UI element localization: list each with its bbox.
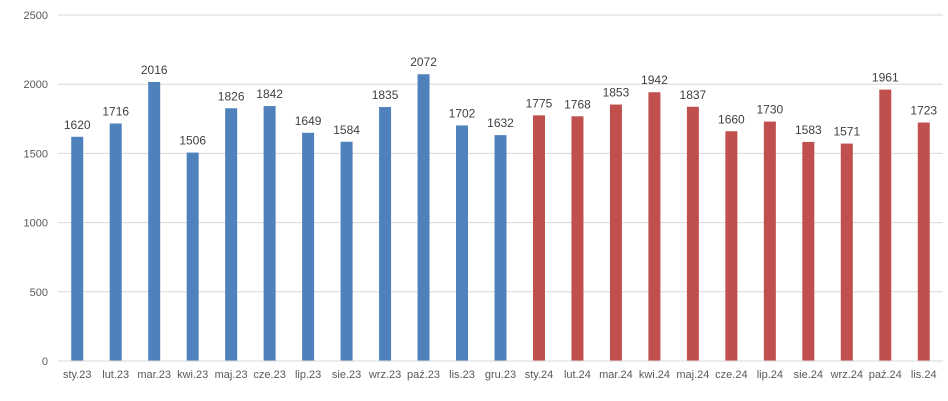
data-label: 1730 [756, 103, 783, 117]
bar [571, 116, 584, 361]
bar [71, 136, 84, 361]
bar [302, 132, 315, 361]
x-tick-label: cze.24 [715, 369, 747, 381]
bar [379, 107, 392, 361]
data-label: 1723 [910, 104, 937, 118]
data-label: 1837 [680, 88, 707, 102]
data-label: 2016 [141, 63, 168, 77]
bar [494, 135, 507, 361]
data-label: 2072 [410, 55, 437, 69]
x-tick-label: mar.24 [599, 369, 633, 381]
x-tick-label: lip.23 [295, 369, 321, 381]
bar [879, 89, 892, 362]
x-tick-label: paź.23 [407, 369, 440, 381]
data-label: 1620 [64, 118, 91, 132]
bar [802, 141, 815, 361]
data-label: 1506 [179, 134, 206, 148]
bars [71, 74, 930, 362]
bar [148, 81, 161, 362]
x-tick-label: maj.24 [676, 369, 709, 381]
data-label: 1853 [603, 86, 630, 100]
data-label: 1775 [526, 96, 553, 110]
data-label: 1584 [333, 123, 360, 137]
x-tick-label: sie.24 [794, 369, 823, 381]
y-tick-label: 1000 [24, 218, 48, 230]
data-label: 1768 [564, 97, 591, 111]
x-tick-label: cze.23 [253, 369, 285, 381]
y-tick-label: 2500 [24, 10, 48, 22]
data-label: 1842 [256, 87, 283, 101]
x-tick-label: maj.23 [215, 369, 248, 381]
data-label: 1583 [795, 123, 822, 137]
x-tick-label: sty.23 [63, 369, 92, 381]
y-tick-label: 500 [30, 287, 48, 299]
data-label: 1716 [102, 105, 129, 119]
bar [648, 92, 661, 361]
x-tick-label: lut.23 [102, 369, 129, 381]
bar [532, 115, 545, 361]
x-tick-label: lut.24 [564, 369, 591, 381]
data-labels: 1620 1716 2016 1506 1826 1842 1649 1584 1835 2072… [64, 55, 938, 147]
x-tick-label: paź.24 [869, 369, 902, 381]
bar [763, 121, 776, 362]
data-label: 1632 [487, 116, 514, 130]
data-label: 1942 [641, 73, 668, 87]
x-tick-label: kwi.23 [177, 369, 208, 381]
y-tick-label: 0 [42, 356, 48, 368]
bar [340, 141, 353, 361]
bar [456, 125, 469, 361]
data-label: 1835 [372, 88, 399, 102]
x-tick-label: wrz.23 [368, 369, 401, 381]
data-label: 1660 [718, 112, 745, 126]
x-tick-label: lip.24 [757, 369, 783, 381]
x-tick-label: sty.24 [525, 369, 554, 381]
x-tick-label: sie.23 [332, 369, 361, 381]
bar [186, 152, 199, 361]
y-axis-tick-labels: 0 500 1000 1500 2000 2500 [24, 10, 48, 368]
x-tick-label: lis.23 [449, 369, 475, 381]
bar [609, 104, 622, 361]
data-label: 1649 [295, 114, 322, 128]
x-tick-label: kwi.24 [639, 369, 670, 381]
bar [840, 143, 853, 361]
bar [225, 108, 238, 361]
data-label: 1826 [218, 89, 245, 103]
data-label: 1571 [833, 125, 860, 139]
x-tick-label: gru.23 [485, 369, 516, 381]
data-label: 1702 [449, 106, 476, 120]
bar [109, 123, 122, 361]
data-label: 1961 [872, 71, 899, 85]
x-tick-label: wrz.24 [830, 369, 863, 381]
x-axis-tick-labels: sty.23 lut.23 mar.23 kwi.23 maj.23 cze.23 lip.… [63, 369, 937, 381]
bar [263, 106, 276, 361]
y-tick-label: 1500 [24, 148, 48, 160]
bar [417, 74, 430, 361]
bar [917, 122, 930, 361]
x-tick-label: lis.24 [911, 369, 937, 381]
x-tick-label: mar.23 [137, 369, 171, 381]
y-tick-label: 2000 [24, 79, 48, 91]
bar [686, 106, 699, 361]
bar [725, 131, 738, 361]
